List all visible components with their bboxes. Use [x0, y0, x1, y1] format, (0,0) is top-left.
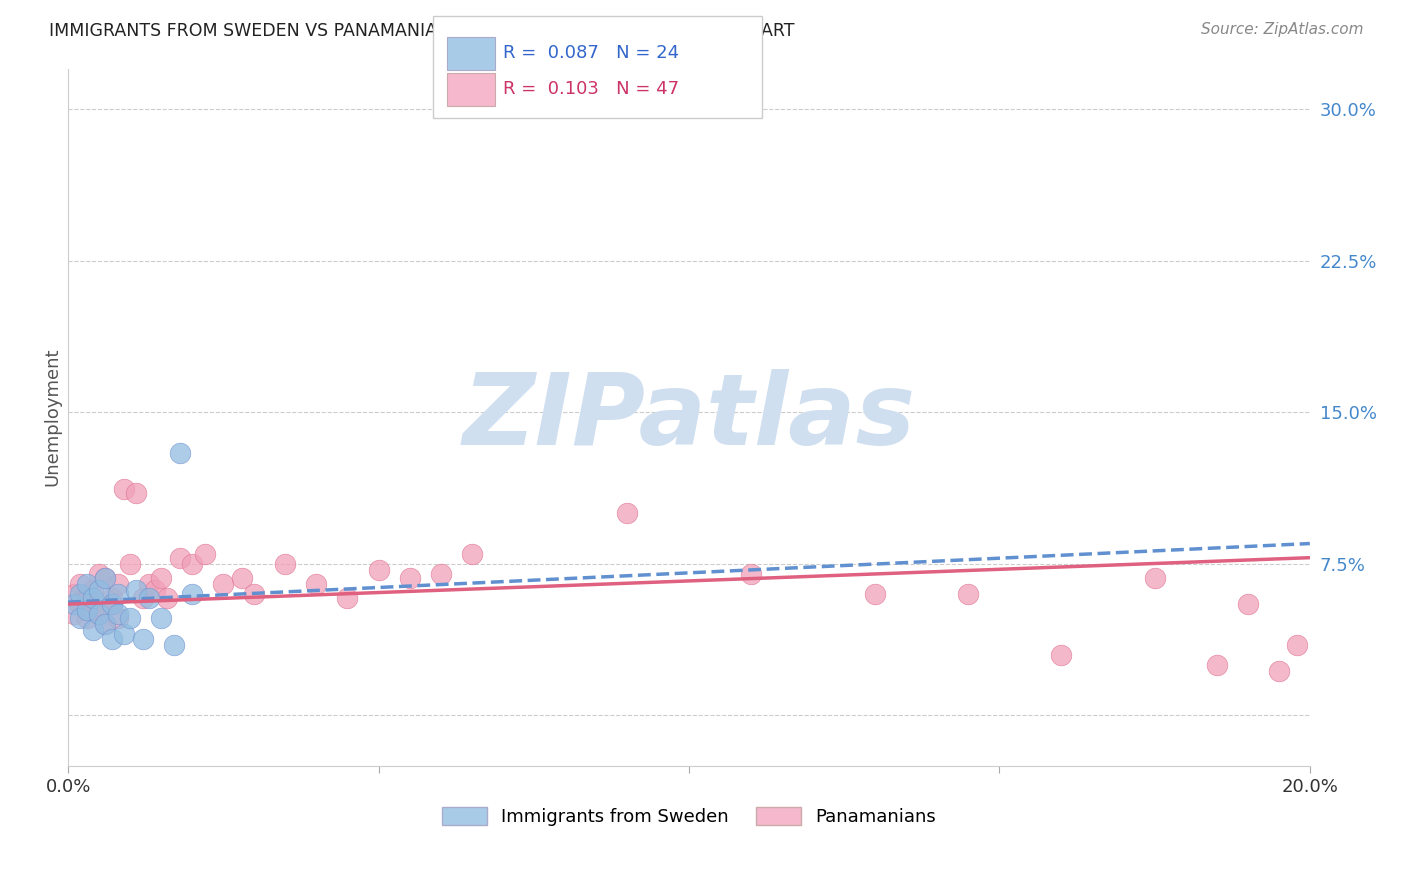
- Point: [1286, 638, 1309, 652]
- Point: [69, 611, 91, 625]
- Point: [143, 582, 166, 597]
- Text: ZIPatlas: ZIPatlas: [463, 368, 915, 466]
- Point: [69, 587, 91, 601]
- Point: [957, 587, 980, 601]
- Point: [120, 557, 142, 571]
- Point: [63, 597, 86, 611]
- Point: [740, 566, 762, 581]
- Point: [131, 591, 153, 606]
- Point: [367, 563, 389, 577]
- Point: [94, 571, 117, 585]
- Point: [107, 577, 129, 591]
- Legend: Immigrants from Sweden, Panamanians: Immigrants from Sweden, Panamanians: [434, 800, 943, 833]
- Point: [1050, 648, 1073, 662]
- Point: [87, 582, 110, 597]
- Point: [76, 591, 98, 606]
- Point: [100, 632, 122, 646]
- Point: [94, 617, 117, 632]
- Point: [69, 597, 91, 611]
- Point: [82, 624, 104, 638]
- Point: [169, 550, 191, 565]
- Point: [69, 577, 91, 591]
- Point: [107, 607, 129, 622]
- Point: [1143, 571, 1166, 585]
- Point: [194, 547, 217, 561]
- Point: [107, 587, 129, 601]
- Point: [100, 597, 122, 611]
- Point: [1268, 664, 1291, 678]
- Point: [181, 587, 204, 601]
- Point: [82, 582, 104, 597]
- Point: [150, 611, 173, 625]
- Point: [125, 486, 148, 500]
- Point: [76, 577, 98, 591]
- Point: [82, 603, 104, 617]
- Point: [863, 587, 886, 601]
- Point: [138, 577, 160, 591]
- Y-axis label: Unemployment: Unemployment: [44, 348, 60, 486]
- Point: [305, 577, 328, 591]
- Text: Source: ZipAtlas.com: Source: ZipAtlas.com: [1201, 22, 1364, 37]
- Point: [429, 566, 451, 581]
- Point: [138, 591, 160, 606]
- Point: [76, 611, 98, 625]
- Point: [63, 587, 86, 601]
- Point: [94, 571, 117, 585]
- Point: [398, 571, 420, 585]
- Point: [150, 571, 173, 585]
- Point: [616, 506, 638, 520]
- Point: [112, 627, 135, 641]
- Text: R =  0.103   N = 47: R = 0.103 N = 47: [503, 80, 679, 98]
- Point: [87, 607, 110, 622]
- Point: [460, 547, 482, 561]
- Point: [100, 591, 122, 606]
- Point: [125, 582, 148, 597]
- Point: [162, 638, 184, 652]
- Text: R =  0.087   N = 24: R = 0.087 N = 24: [503, 44, 679, 62]
- Point: [87, 566, 110, 581]
- Point: [169, 445, 191, 459]
- Point: [156, 591, 179, 606]
- Point: [112, 482, 135, 496]
- Point: [336, 591, 359, 606]
- Point: [76, 603, 98, 617]
- Point: [94, 617, 117, 632]
- Point: [120, 611, 142, 625]
- Point: [212, 577, 235, 591]
- Point: [231, 571, 253, 585]
- Point: [181, 557, 204, 571]
- Point: [87, 607, 110, 622]
- Point: [63, 607, 86, 622]
- Point: [107, 611, 129, 625]
- Point: [131, 632, 153, 646]
- Text: IMMIGRANTS FROM SWEDEN VS PANAMANIAN UNEMPLOYMENT CORRELATION CHART: IMMIGRANTS FROM SWEDEN VS PANAMANIAN UNE…: [49, 22, 794, 40]
- Point: [82, 591, 104, 606]
- Point: [243, 587, 266, 601]
- Point: [274, 557, 297, 571]
- Point: [100, 597, 122, 611]
- Point: [1205, 657, 1227, 672]
- Point: [1236, 597, 1258, 611]
